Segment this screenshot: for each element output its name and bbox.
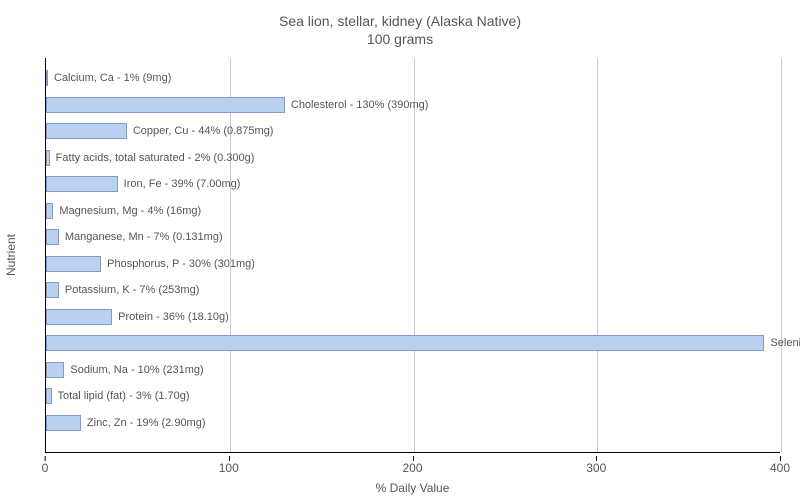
bar [46,229,59,245]
bar-label: Zinc, Zn - 19% (2.90mg) [87,417,206,429]
bar [46,97,285,113]
bar-row: Cholesterol - 130% (390mg) [46,97,781,113]
chart-title-block: Sea lion, stellar, kidney (Alaska Native… [0,12,800,48]
plot-area: Calcium, Ca - 1% (9mg) Cholesterol - 130%… [45,58,780,453]
bar-row: Zinc, Zn - 19% (2.90mg) [46,415,781,431]
bar [46,362,64,378]
bar-label: Selenium, Se - 391% (274.0mcg) [770,337,800,349]
bar-row: Copper, Cu - 44% (0.875mg) [46,123,781,139]
x-tick: 400 [770,461,790,475]
bar [46,335,764,351]
bar-label: Fatty acids, total saturated - 2% (0.300… [56,152,255,164]
bar-label: Iron, Fe - 39% (7.00mg) [124,178,241,190]
bar-row: Iron, Fe - 39% (7.00mg) [46,176,781,192]
y-axis-label: Nutrient [4,205,18,305]
bar-label: Manganese, Mn - 7% (0.131mg) [65,231,223,243]
bar-row: Fatty acids, total saturated - 2% (0.300… [46,150,781,166]
bar-row: Sodium, Na - 10% (231mg) [46,362,781,378]
bar-row: Protein - 36% (18.10g) [46,309,781,325]
bar-label: Magnesium, Mg - 4% (16mg) [59,205,201,217]
bar [46,203,53,219]
bar-label: Phosphorus, P - 30% (301mg) [107,258,255,270]
bar-row: Magnesium, Mg - 4% (16mg) [46,203,781,219]
bar-row: Selenium, Se - 391% (274.0mcg) [46,335,781,351]
bar-row: Total lipid (fat) - 3% (1.70g) [46,388,781,404]
x-tick: 300 [586,461,606,475]
x-tick: 100 [219,461,239,475]
bar [46,282,59,298]
bar [46,415,81,431]
gridline [781,58,782,452]
bar-label: Potassium, K - 7% (253mg) [65,284,200,296]
bar-label: Total lipid (fat) - 3% (1.70g) [58,390,190,402]
bar-label: Calcium, Ca - 1% (9mg) [54,72,171,84]
chart-container: Sea lion, stellar, kidney (Alaska Native… [0,0,800,500]
bar-label: Sodium, Na - 10% (231mg) [70,364,203,376]
bar [46,256,101,272]
bar-label: Protein - 36% (18.10g) [118,311,229,323]
bar [46,309,112,325]
x-axis-label: % Daily Value [45,481,780,495]
bar [46,70,48,86]
bar-row: Potassium, K - 7% (253mg) [46,282,781,298]
x-tick: 200 [402,461,422,475]
bar-row: Calcium, Ca - 1% (9mg) [46,70,781,86]
bar [46,123,127,139]
chart-title-line1: Sea lion, stellar, kidney (Alaska Native… [0,12,800,30]
bar [46,176,118,192]
bar-label: Copper, Cu - 44% (0.875mg) [133,125,274,137]
bar-row: Manganese, Mn - 7% (0.131mg) [46,229,781,245]
bar [46,150,50,166]
x-tick: 0 [42,461,49,475]
bar-row: Phosphorus, P - 30% (301mg) [46,256,781,272]
bar-label: Cholesterol - 130% (390mg) [291,99,429,111]
bar [46,388,52,404]
chart-title-line2: 100 grams [0,30,800,48]
